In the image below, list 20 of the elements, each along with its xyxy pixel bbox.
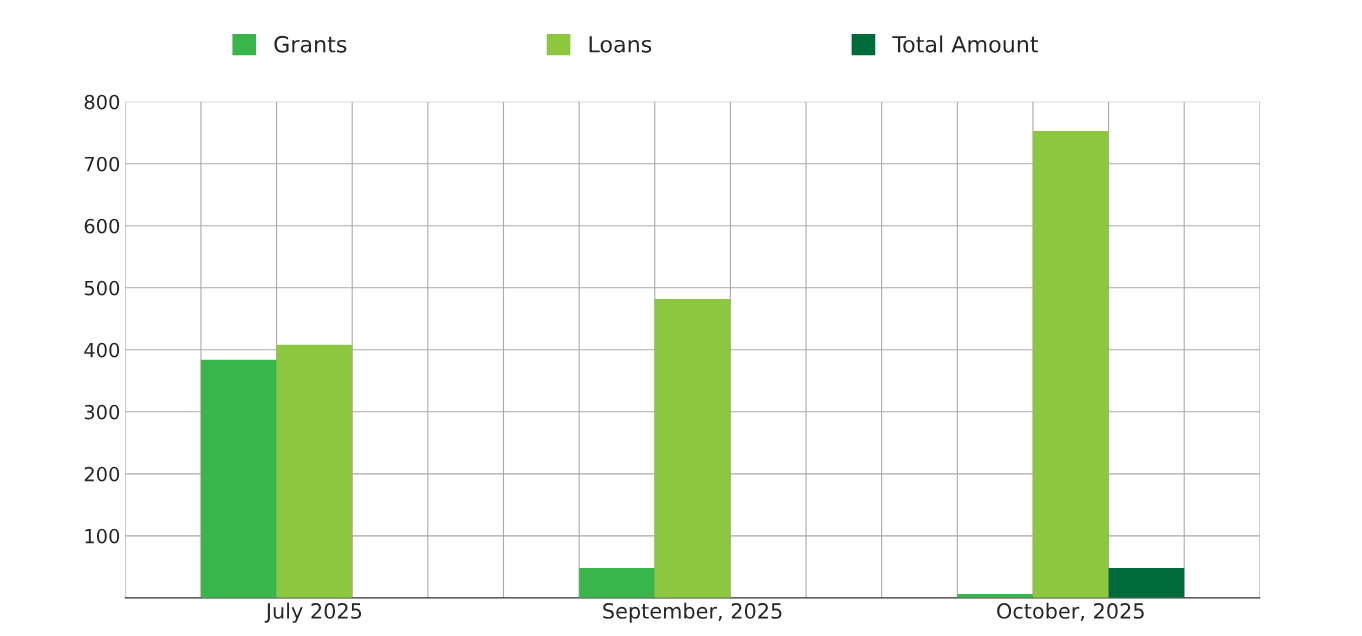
bar [1032, 130, 1109, 598]
x-tick-label: July 2025 [264, 602, 362, 623]
bar [200, 359, 277, 598]
y-tick-label: 400 [84, 342, 120, 358]
x-tick-label: October, 2025 [997, 602, 1144, 621]
y-tick-label: 600 [84, 218, 120, 234]
legend-label: Grants [274, 35, 347, 53]
legend-label: Loans [589, 36, 652, 53]
bar [276, 344, 353, 598]
y-tick-label: 500 [84, 280, 120, 296]
legend-label: Total Amount [892, 35, 1039, 53]
bar [1108, 568, 1185, 598]
x-tick-label: September, 2025 [603, 602, 782, 623]
y-tick-label: 200 [84, 466, 120, 482]
y-tick-label: 800 [84, 94, 120, 110]
y-tick-label: 100 [85, 528, 120, 544]
bar [579, 568, 655, 598]
y-tick-label: 700 [84, 156, 120, 172]
bar [654, 298, 731, 598]
y-tick-label: 300 [84, 404, 120, 420]
